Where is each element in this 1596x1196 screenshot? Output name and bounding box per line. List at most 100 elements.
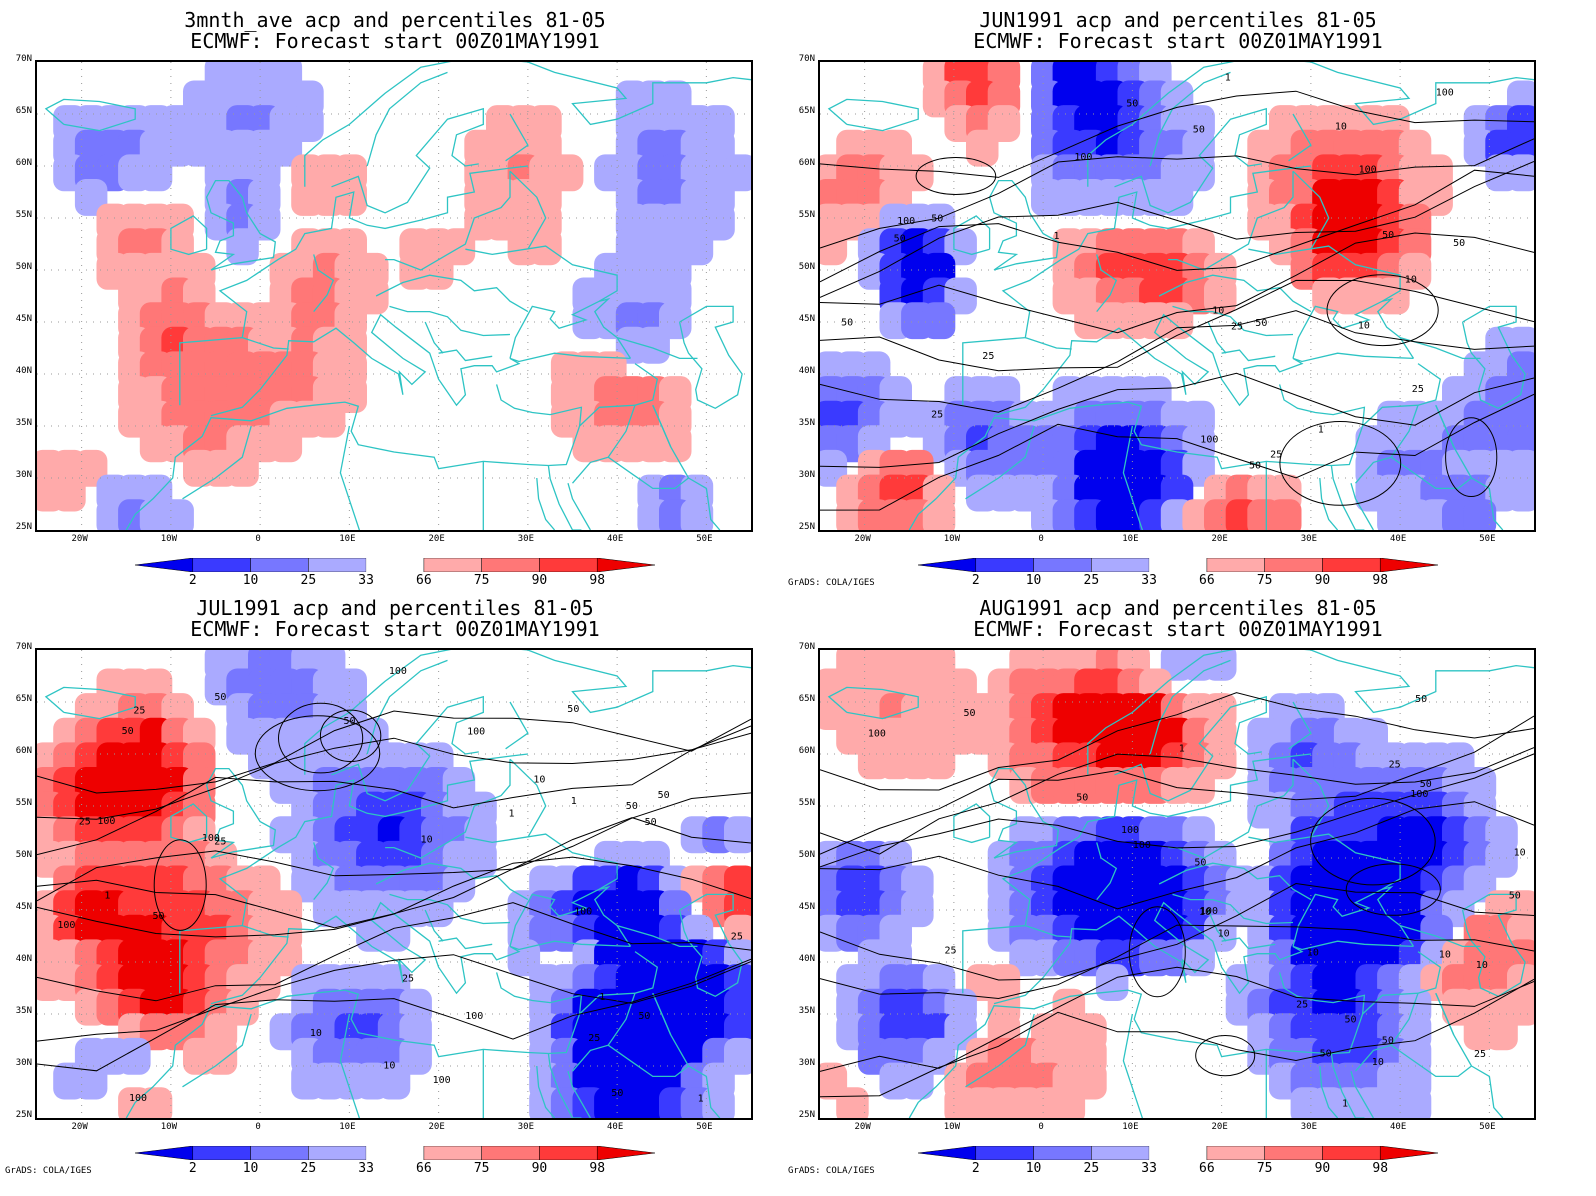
coastline [634,951,659,994]
colorbar-label: 25 [1083,1161,1100,1176]
lat-tick-label: 65N [798,106,815,116]
coastline [993,901,1414,1005]
contour-label: 50 [626,801,638,812]
shaded-cell [1052,1087,1086,1118]
contour-label: 50 [1509,891,1521,902]
contour-label: 1 [1225,72,1231,83]
coastline [1114,107,1267,214]
coastline [1168,759,1294,859]
coastline [965,425,1035,500]
coastline [424,909,444,942]
contour-line [820,169,1534,283]
coastline [385,171,511,271]
contour-label: 25 [402,973,414,984]
lon-tick-label: 0 [255,1122,261,1132]
contour-label: 25 [1474,1049,1486,1060]
coastline [210,313,631,417]
lat-tick-label: 50N [798,262,815,272]
map-panel-3month: 3mnth_ave acp and percentiles 81-05 ECMW… [0,0,790,598]
contour-label: 100 [1133,840,1151,851]
colorbar-swatch [975,1146,1034,1160]
colorbar-label: 2 [971,573,980,588]
contour-line [820,90,1534,178]
colorbar-label: 25 [300,1161,317,1176]
lon-tick-label: 10W [943,1122,960,1132]
coastline [385,759,511,859]
coastline [1288,113,1312,162]
contour-label: 10 [1335,121,1347,132]
colorbar-label: 10 [242,1161,259,1176]
lon-tick-label: 10E [1122,1122,1139,1132]
map-frame [35,60,753,532]
lon-tick-label: 20W [854,1122,871,1132]
contour-label: 100 [868,729,886,740]
coastline [1435,992,1455,1036]
shaded-cell [291,105,324,142]
coastline [567,483,591,530]
shaded-cell [1485,1013,1518,1051]
contour-label: 10 [310,1028,322,1039]
contour-label: 25 [945,945,957,956]
shaded-cell [226,449,259,487]
coastline [465,245,618,302]
colorbar-label: 33 [358,573,374,588]
title-line1: 3mnth_ave acp and percentiles 81-05 [184,8,606,32]
coastline [1025,924,1072,938]
colorbar-swatch [539,1146,598,1160]
contour-label: 100 [574,907,592,918]
lon-tick-label: 0 [1038,534,1044,544]
lat-tick-label: 55N [798,798,815,808]
lat-tick-label: 70N [15,54,32,64]
colorbar-label: 98 [1372,1161,1389,1176]
colorbar-label: 10 [242,573,259,588]
coastline [827,98,919,132]
contour-label: 100 [1074,152,1092,163]
shaded-cell [464,840,497,878]
contour-label: 25 [982,351,994,362]
coastline [44,686,136,720]
colorbar-label: 90 [1314,1161,1331,1176]
contour-loop [1195,1035,1256,1077]
contour-label: 100 [97,816,115,827]
shaded-cell [922,742,956,780]
coastline [389,305,511,337]
shaded-cell [53,474,86,512]
shaded-cell [944,277,977,315]
shaded-cell [1485,840,1518,878]
lat-tick-label: 45N [15,314,32,324]
colorbar-label: 10 [1025,573,1042,588]
contour-label: 25 [731,932,743,943]
shaded-cell [1398,1087,1432,1118]
coastline [547,465,582,530]
contour-line [820,924,1534,1000]
contour-label: 10 [1199,907,1211,918]
colorbar-label: 75 [473,573,490,588]
coastline [1149,659,1231,755]
contour-line [820,138,1534,249]
lat-tick-label: 25N [798,1110,815,1120]
lat-tick-label: 30N [798,470,815,480]
contour-label: 50 [931,214,943,225]
shaded-cell [1398,252,1432,290]
lon-tick-label: 40E [1389,534,1407,544]
shaded-cell [74,1062,108,1100]
coastline [1025,336,1072,350]
lat-tick-label: 60N [798,746,815,756]
contour-label: 1 [1342,1099,1348,1110]
colorbar-swatch [366,1146,424,1160]
map-canvas: 5050100100505010010010010025100505010025… [37,650,751,1118]
coastline [1310,62,1534,126]
colorbar-label: 90 [531,1161,548,1176]
contour-label: 1 [104,890,110,901]
contour-label: 10 [1372,1057,1384,1068]
colorbar-label: 66 [1199,1161,1215,1176]
contour-label: 25 [931,409,943,420]
contour-line [820,279,1534,372]
lon-tick-label: 20W [854,534,871,544]
shaded-cell [399,1037,432,1075]
coastline [339,1013,361,1118]
colorbar-swatch [596,1146,656,1160]
lat-tick-label: 25N [798,522,815,532]
lat-tick-label: 35N [798,418,815,428]
lon-tick-label: 10E [339,534,356,544]
